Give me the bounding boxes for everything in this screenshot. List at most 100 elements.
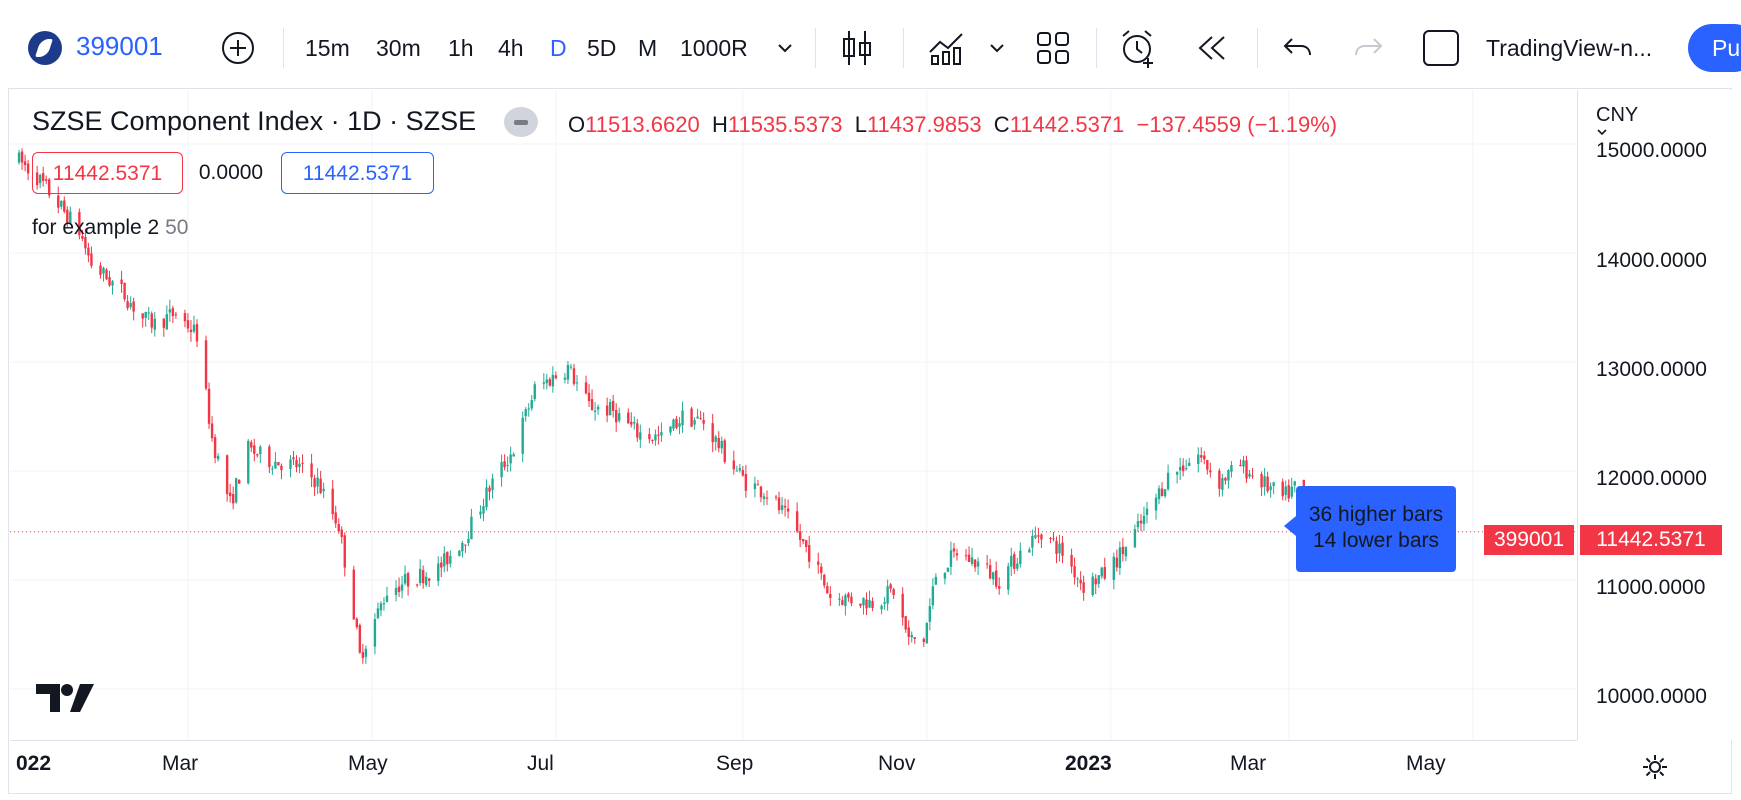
high-label: H	[711, 112, 728, 137]
candle	[141, 313, 144, 328]
candle	[678, 417, 681, 435]
candle	[545, 373, 549, 390]
candle	[358, 623, 362, 654]
candle	[880, 604, 883, 615]
candle	[660, 422, 663, 442]
candle	[554, 371, 558, 380]
candlestick-chart[interactable]	[10, 90, 1577, 740]
candle	[352, 565, 356, 620]
candle	[572, 363, 576, 386]
hide-legend-icon[interactable]	[504, 107, 538, 137]
add-symbol-button[interactable]	[220, 28, 256, 68]
candle	[1010, 547, 1013, 576]
candle	[48, 177, 51, 199]
currency-selector[interactable]: CNY	[1596, 104, 1638, 137]
undo-button[interactable]	[1282, 28, 1314, 68]
candle	[1290, 477, 1293, 499]
candle	[627, 408, 630, 424]
candle	[111, 279, 114, 295]
chart-type-button[interactable]	[840, 28, 874, 68]
candle	[711, 414, 714, 453]
indicator-legend[interactable]: for example 2 50	[32, 216, 188, 240]
candle	[608, 399, 612, 416]
chevron-down-icon	[990, 44, 1004, 53]
candle	[204, 335, 208, 391]
redo-button[interactable]	[1352, 28, 1384, 68]
time-label: May	[1406, 752, 1446, 775]
candle	[584, 375, 588, 395]
candle	[1197, 447, 1200, 473]
indicator-value: 50	[165, 216, 189, 239]
candle	[1103, 557, 1106, 581]
logo-icon[interactable]	[28, 31, 62, 65]
candle	[720, 436, 723, 454]
lower-bars-text: 14 lower bars	[1312, 529, 1440, 552]
candle	[1178, 457, 1182, 480]
layout-name[interactable]: TradingView-n...	[1486, 34, 1653, 61]
candle	[735, 465, 739, 472]
interval-m[interactable]: M	[638, 34, 658, 61]
candle	[1184, 459, 1188, 471]
candle	[753, 476, 757, 498]
interval-15m[interactable]: 15m	[305, 34, 350, 61]
time-scale[interactable]	[10, 740, 1577, 795]
indicators-dropdown[interactable]	[987, 28, 1007, 68]
chart-pane[interactable]	[10, 90, 1577, 740]
candle	[256, 453, 259, 458]
symbol-search-button[interactable]: 399001	[76, 31, 163, 61]
candle	[259, 445, 262, 464]
settings-icon[interactable]	[1640, 752, 1670, 782]
chart-title[interactable]: SZSE Component Index · 1D · SZSE	[32, 106, 477, 136]
indicators-button[interactable]	[926, 28, 966, 68]
candle	[20, 148, 24, 170]
interval-30m[interactable]: 30m	[376, 34, 421, 61]
candle	[78, 208, 81, 240]
low-value: 11437.9853	[866, 112, 982, 137]
layout-button[interactable]	[1035, 28, 1071, 68]
redo-icon	[1355, 38, 1383, 56]
interval-1h[interactable]: 1h	[448, 34, 474, 61]
chevron-down-icon	[1597, 129, 1607, 136]
candle	[108, 270, 111, 287]
candle	[147, 306, 150, 320]
candle	[35, 165, 39, 190]
price-scale[interactable]	[1577, 90, 1732, 740]
candle	[153, 311, 156, 337]
candle	[364, 645, 368, 664]
candle	[1019, 542, 1022, 568]
candle	[461, 540, 464, 558]
candle	[639, 424, 642, 448]
candle	[1091, 572, 1094, 597]
candle	[524, 407, 527, 422]
snapshot-button[interactable]	[1422, 28, 1460, 68]
candle	[313, 474, 316, 497]
interval-dropdown[interactable]	[775, 28, 795, 68]
candle	[780, 496, 784, 514]
candle	[946, 567, 950, 573]
interval-4h[interactable]: 4h	[498, 34, 524, 61]
candle	[618, 407, 621, 423]
interval-d[interactable]: D	[550, 34, 567, 61]
candle	[955, 548, 959, 561]
candle	[566, 361, 570, 384]
candle	[1166, 464, 1170, 492]
candle	[424, 572, 428, 588]
candle	[253, 438, 256, 462]
candle	[479, 505, 482, 519]
candle	[714, 434, 717, 451]
candle	[415, 583, 419, 588]
candle	[500, 454, 503, 487]
interval-1000r[interactable]: 1000R	[680, 34, 748, 61]
candle	[373, 613, 377, 655]
candle	[168, 299, 172, 322]
candle	[723, 438, 726, 464]
candle	[340, 526, 343, 544]
publish-button[interactable]: Pu	[1688, 24, 1741, 72]
alert-button[interactable]	[1118, 28, 1158, 68]
candle	[630, 412, 633, 428]
sell-price-box[interactable]: 11442.5371	[32, 152, 183, 194]
buy-price-box[interactable]: 11442.5371	[281, 152, 434, 194]
replay-button[interactable]	[1196, 28, 1228, 68]
interval-5d[interactable]: 5D	[587, 34, 617, 61]
candle	[301, 454, 304, 473]
